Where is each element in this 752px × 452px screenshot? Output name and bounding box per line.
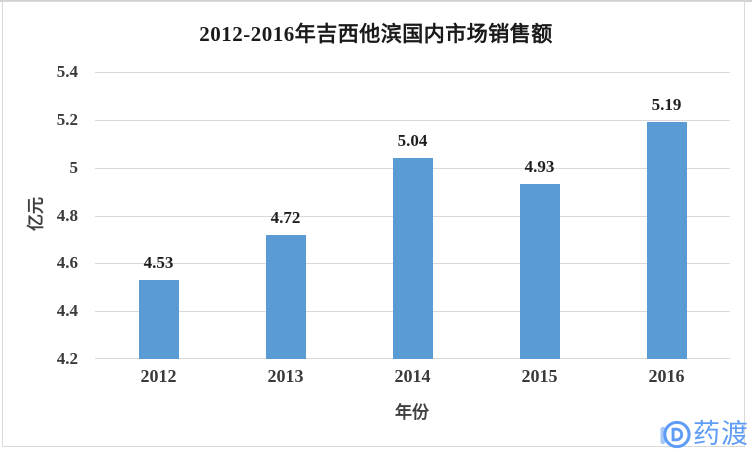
bar-2014 xyxy=(392,158,433,359)
bar-value-label: 5.19 xyxy=(651,95,682,115)
y-tick-label: 4.6 xyxy=(56,253,78,273)
chart-title: 2012-2016年吉西他滨国内市场销售额 xyxy=(199,22,553,46)
watermark-text: 药渡 xyxy=(693,419,749,449)
bar-value-label: 5.04 xyxy=(397,131,428,151)
plot-area: 4.53 4.72 5.04 4.93 5.19 xyxy=(95,72,730,359)
bar-value-label: 4.93 xyxy=(524,157,555,177)
gridline xyxy=(95,119,730,121)
bar-2012 xyxy=(138,280,179,359)
y-tick-label: 4.2 xyxy=(56,349,78,368)
watermark-logo: 药渡 xyxy=(659,417,749,452)
x-axis-title: 年份 xyxy=(395,403,429,422)
x-tick-label: 2012 xyxy=(140,366,177,386)
y-tick-label: 5.2 xyxy=(56,109,78,129)
x-tick-label: 2015 xyxy=(521,366,558,386)
y-tick-label: 5.4 xyxy=(56,62,78,81)
y-tick-label: 5 xyxy=(69,157,79,177)
y-tick-label: 4.4 xyxy=(56,301,78,321)
chart-frame xyxy=(2,1,745,447)
bar-2016 xyxy=(646,122,687,359)
y-tick-label: 4.8 xyxy=(56,205,78,225)
bar-value-label: 4.53 xyxy=(143,253,174,273)
gridline xyxy=(95,72,730,73)
x-tick-label: 2014 xyxy=(394,366,431,386)
pharmacodia-d-icon xyxy=(659,418,692,451)
bar-2013 xyxy=(265,234,306,359)
x-tick-label: 2016 xyxy=(648,366,685,386)
bar-2015 xyxy=(519,184,560,359)
x-tick-label: 2013 xyxy=(267,366,304,386)
bar-value-label: 4.72 xyxy=(270,207,301,227)
